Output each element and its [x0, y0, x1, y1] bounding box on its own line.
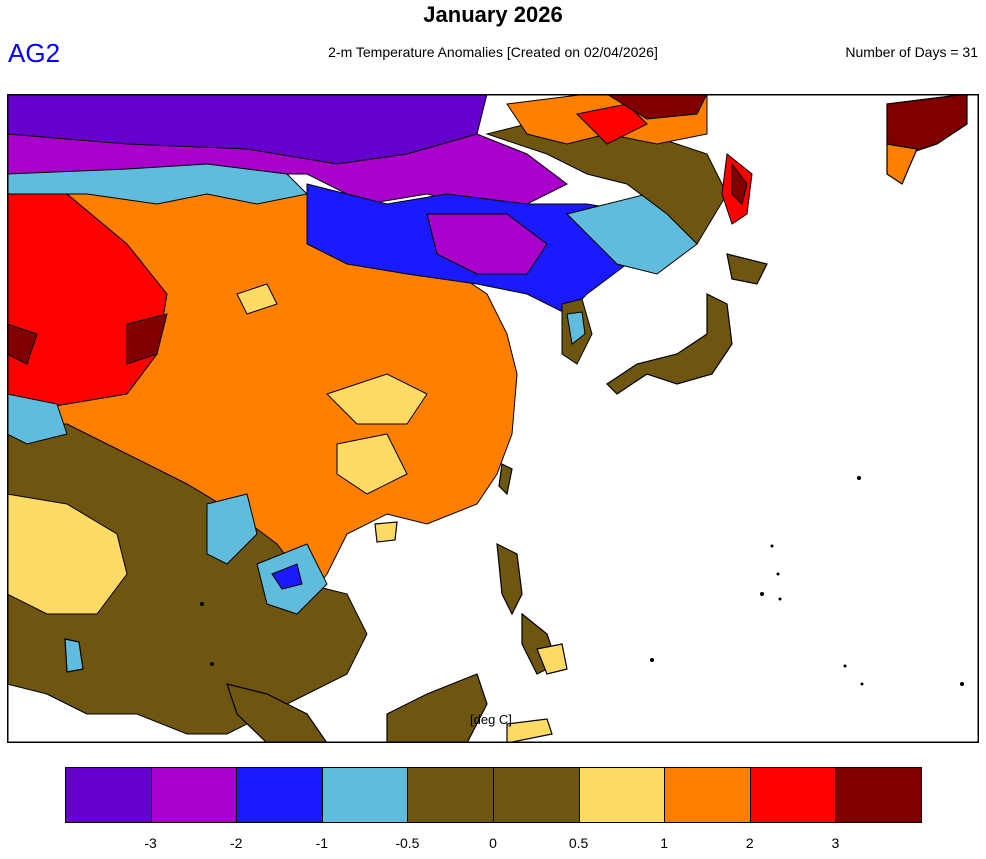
units-label: [deg C]	[470, 712, 512, 727]
island-dots	[200, 476, 964, 686]
model-label: AG2	[8, 38, 61, 68]
colorbar-cell	[493, 767, 580, 823]
land-anomaly-fields	[7, 153, 518, 735]
colorbar-cell	[236, 767, 323, 823]
colorbar-tick-label: -2	[229, 835, 243, 851]
colorbar	[65, 767, 922, 825]
colorbar-cell	[749, 767, 837, 823]
colorbar-cell	[578, 767, 666, 823]
colorbar-tick-label: 3	[831, 835, 840, 851]
colorbar-cell	[321, 767, 409, 823]
map-subtitle: 2-m Temperature Anomalies [Created on 02…	[328, 44, 658, 60]
colorbar-tick-label: 1	[660, 835, 669, 851]
colorbar-cell	[150, 767, 238, 823]
days-count: Number of Days = 31	[845, 44, 978, 60]
colorbar-cell	[664, 767, 751, 823]
colorbar-tick-label: 2	[745, 835, 754, 851]
colorbar-tick-label: 0	[489, 835, 497, 851]
colorbar-cell	[835, 767, 922, 823]
colorbar-tick-label: -3	[144, 835, 157, 851]
colorbar-tick-label: -1	[315, 835, 329, 851]
japan-islands	[64, 94, 968, 743]
anomaly-map	[7, 94, 979, 743]
map-title: January 2026	[423, 2, 563, 27]
north-cold-fields	[7, 94, 753, 365]
map-canvas	[7, 94, 979, 743]
colorbar-tick-label: 0.5	[568, 835, 589, 851]
colorbar-cell	[65, 767, 152, 823]
colorbar-cell	[407, 767, 494, 823]
map-frame	[7, 94, 979, 743]
colorbar-tick-label: -0.5	[395, 835, 420, 851]
colorbar-labels: -3 -2 -1 -0.5 0 0.5 1 2 3	[0, 835, 986, 855]
